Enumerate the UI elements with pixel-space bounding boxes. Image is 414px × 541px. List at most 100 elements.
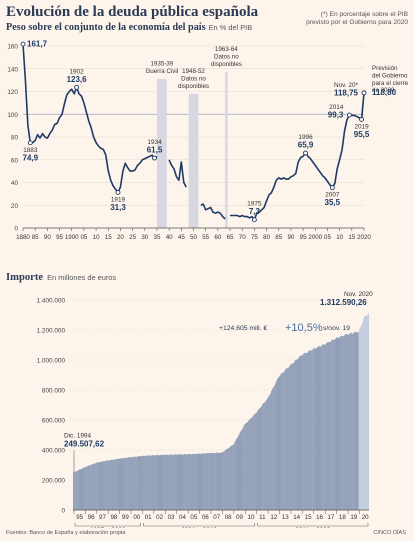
amount-bar <box>249 419 250 510</box>
amount-bar <box>329 342 330 510</box>
annotation-marker <box>152 155 157 161</box>
last-date-label: Nov. 2020 <box>344 291 373 298</box>
amount-bar <box>260 407 262 510</box>
amount-bar <box>218 452 220 510</box>
amount-bar <box>182 454 184 510</box>
amount-bar <box>336 337 338 510</box>
amount-bar <box>215 452 217 510</box>
x-tick-label: 20 <box>117 234 124 241</box>
amount-bar <box>211 452 213 510</box>
annotation-value: 61,5 <box>147 146 163 155</box>
amount-bar <box>116 459 118 510</box>
amount-bar <box>86 466 88 510</box>
amount-bar <box>119 458 121 510</box>
amount-bar <box>199 453 201 510</box>
amount-bar <box>266 399 268 510</box>
amount-bar <box>349 332 351 510</box>
amount-bar <box>342 336 344 510</box>
amount-bar <box>250 417 252 510</box>
amount-bar <box>324 344 326 510</box>
amount-bar <box>244 424 246 510</box>
amount-bar <box>168 454 169 510</box>
amount-bar <box>173 454 175 510</box>
amount-bar <box>304 352 306 510</box>
x-tick-label: 97 <box>99 514 106 521</box>
amount-bar <box>75 471 77 510</box>
gap-band <box>156 78 167 228</box>
amount-bar <box>355 331 357 510</box>
amount-bar <box>239 432 241 510</box>
annotation-year: 2014 <box>329 104 344 111</box>
y-tick-label: 0 <box>14 226 18 233</box>
amount-bar <box>146 455 148 510</box>
gap-band <box>225 72 228 228</box>
amount-bar <box>245 423 247 510</box>
x-tick-label: 08 <box>225 514 232 521</box>
y-tick-label: 0 <box>61 508 65 515</box>
amount-bar <box>196 453 198 510</box>
amount-bar <box>74 471 76 510</box>
amount-bar <box>252 415 254 510</box>
annotation-value: 31,3 <box>110 203 126 212</box>
amount-bar <box>169 454 170 510</box>
amount-bar <box>113 459 115 510</box>
x-tick-label: 45 <box>178 234 185 241</box>
amount-bar <box>141 456 143 510</box>
annotation-year: 1880 <box>27 38 42 40</box>
x-tick-label: 1900 <box>65 234 79 241</box>
x-tick-label: 06 <box>202 514 209 521</box>
amount-bar <box>333 339 335 510</box>
amount-bar <box>311 349 313 510</box>
amount-bar <box>77 470 79 510</box>
x-tick-label: 60 <box>214 234 221 241</box>
amount-bar <box>264 402 266 510</box>
amount-bar <box>243 426 245 510</box>
amount-bar <box>226 449 228 510</box>
annotation-marker <box>20 41 26 47</box>
amount-bar <box>357 332 359 510</box>
amount-bar <box>147 455 149 510</box>
amount-bar <box>315 348 317 510</box>
amount-bar <box>103 461 105 510</box>
x-tick-label: 85 <box>275 234 282 241</box>
x-tick-label: 98 <box>110 514 117 521</box>
amount-bar <box>363 318 365 510</box>
annotation-value: 118,75 <box>334 88 359 97</box>
debt-line-segment <box>168 159 187 188</box>
amount-bar <box>121 458 123 510</box>
group-bracket <box>257 523 369 527</box>
amount-bar <box>318 346 320 510</box>
amount-bar <box>238 434 240 510</box>
x-tick-label: 35 <box>154 234 161 241</box>
amount-bar <box>271 388 273 510</box>
amount-bar <box>151 455 152 510</box>
y-tick-label: 60 <box>11 157 19 164</box>
amount-bar <box>329 341 331 510</box>
annotation-year: 1934 <box>147 139 162 146</box>
amount-bar <box>328 342 329 510</box>
x-tick-label: 13 <box>282 514 289 521</box>
amount-bar <box>207 452 208 510</box>
amount-bar <box>96 462 98 510</box>
amount-bar <box>236 438 238 510</box>
amount-bar <box>251 416 253 510</box>
amount-bar <box>307 352 308 510</box>
amount-bar <box>163 455 165 510</box>
amount-bar <box>114 459 116 510</box>
amount-bar <box>102 461 104 510</box>
amount-bar <box>84 467 86 510</box>
x-tick-label: 25 <box>129 234 136 241</box>
amount-bar <box>367 314 368 510</box>
amount-bar <box>132 456 134 510</box>
amount-bar <box>259 408 261 510</box>
x-tick-label: 07 <box>213 514 220 521</box>
annotation-value: 161,7 <box>27 40 48 49</box>
amount-bar <box>140 456 142 510</box>
x-tick-label: 02 <box>156 514 163 521</box>
amount-bar <box>348 334 349 510</box>
amount-bar <box>195 454 197 510</box>
amount-bar <box>224 450 226 510</box>
amount-bar <box>350 332 352 510</box>
amount-bar <box>247 421 248 510</box>
amount-bar <box>73 472 74 510</box>
